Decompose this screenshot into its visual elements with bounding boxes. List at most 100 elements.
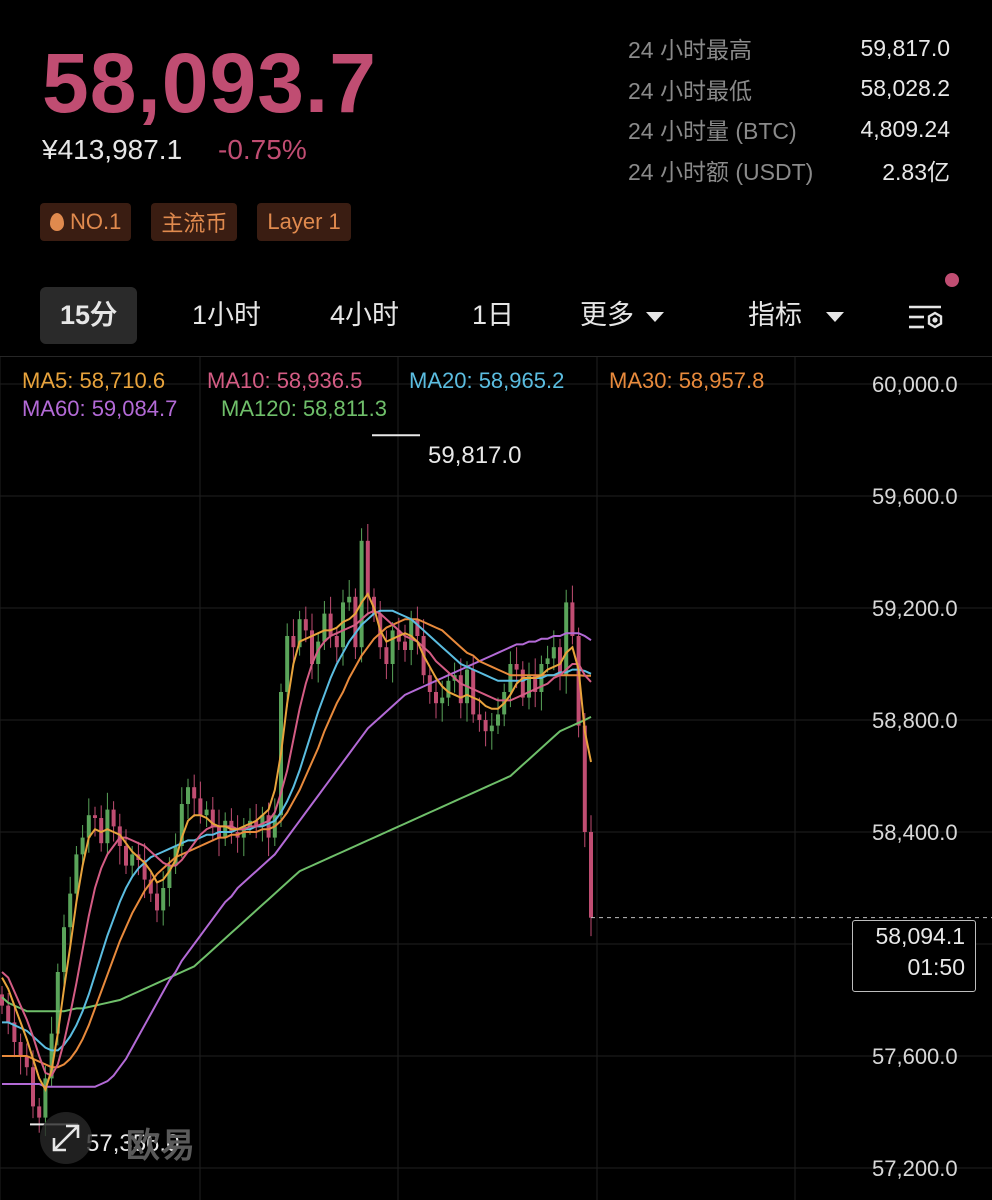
candle-body xyxy=(384,647,389,664)
candle-body xyxy=(12,1022,17,1042)
candle-body xyxy=(310,630,314,664)
candle-body xyxy=(570,602,575,636)
tab-more-label: 更多 xyxy=(580,300,634,330)
candle-body xyxy=(520,669,525,698)
candle-body xyxy=(148,879,153,894)
tab-1d[interactable]: 1日 xyxy=(472,300,515,330)
tag-rank-label: NO.1 xyxy=(70,209,122,234)
candle-body xyxy=(483,720,488,732)
stat-24h-volume: 24 小时量 (BTC) 4,809.24 xyxy=(628,109,950,150)
candle-body xyxy=(37,1106,42,1118)
candle-body xyxy=(130,854,135,866)
candle-body xyxy=(111,809,116,827)
moving-average-line-ma60 xyxy=(2,632,592,1088)
y-tick-label: 58,800.0 xyxy=(872,708,958,733)
candle-body xyxy=(415,619,420,636)
candle-body xyxy=(80,837,85,855)
candle-body xyxy=(291,636,296,648)
tag-layer1-label: Layer 1 xyxy=(267,209,341,234)
stat-label: 24 小时最低 xyxy=(628,77,752,104)
candle-body xyxy=(303,619,308,631)
candle-body xyxy=(124,846,128,866)
candle-body xyxy=(43,1078,48,1118)
legend-ma5: MA5: 58,710.6 xyxy=(22,368,166,393)
candle-body xyxy=(74,854,79,894)
last-price: 58,093.7 xyxy=(42,36,377,130)
candle-body xyxy=(545,658,550,664)
candle-body xyxy=(93,815,97,818)
candle-body xyxy=(254,820,259,827)
candle-body xyxy=(6,1005,11,1023)
tag-mainstream[interactable]: 主流币 xyxy=(151,203,238,241)
moving-average-line-ma5 xyxy=(1,592,592,1093)
chevron-down-icon xyxy=(826,311,844,322)
flame-icon xyxy=(50,213,64,231)
tab-1h[interactable]: 1小时 xyxy=(192,300,262,330)
legend-ma20: MA20: 58,965.2 xyxy=(409,368,565,393)
tab-4h[interactable]: 4小时 xyxy=(330,300,400,330)
tag-mainstream-label: 主流币 xyxy=(161,211,228,236)
legend-ma10: MA10: 58,936.5 xyxy=(207,368,363,393)
candle-body xyxy=(192,787,197,799)
candle-body xyxy=(458,675,463,704)
legend-ma30: MA30: 58,957.8 xyxy=(609,368,765,393)
expand-icon xyxy=(52,1124,80,1152)
candle-body xyxy=(508,664,513,692)
tag-layer1[interactable]: Layer 1 xyxy=(257,203,351,241)
candle-body xyxy=(514,664,519,670)
candle-body xyxy=(186,787,190,804)
notification-dot xyxy=(945,273,959,287)
candle-body xyxy=(18,1042,23,1056)
candle-body xyxy=(341,602,345,648)
candle-body xyxy=(582,725,587,832)
candle-body xyxy=(285,636,290,692)
candle-body xyxy=(297,619,302,648)
candle-body xyxy=(86,815,91,838)
chevron-down-icon xyxy=(646,311,664,322)
tab-indicators[interactable]: 指标 xyxy=(748,287,844,344)
stat-label: 24 小时额 (USDT) xyxy=(628,158,814,185)
candle-body xyxy=(409,619,414,650)
stat-value: 4,809.24 xyxy=(860,115,950,142)
stat-label: 24 小时最高 xyxy=(628,37,752,64)
candle-body xyxy=(527,675,531,698)
y-tick-label: 57,600.0 xyxy=(872,1044,958,1069)
candle-body xyxy=(347,596,352,603)
candle-body xyxy=(223,820,228,838)
y-tick-label: 60,000.0 xyxy=(872,372,958,397)
candle-body xyxy=(353,596,358,648)
tab-indicators-label: 指标 xyxy=(748,300,802,330)
candle-body xyxy=(496,714,500,726)
fullscreen-button[interactable] xyxy=(40,1112,92,1164)
y-tick-label: 58,400.0 xyxy=(872,820,958,845)
moving-average-line-ma20 xyxy=(2,609,592,1052)
candlestick-chart[interactable] xyxy=(0,357,992,1200)
stat-value: 2.83亿 xyxy=(882,158,950,185)
candle-body xyxy=(204,809,209,816)
candle-body xyxy=(328,613,333,636)
candle-body xyxy=(49,1033,54,1079)
y-tick-label: 59,200.0 xyxy=(872,596,958,621)
candle-body xyxy=(31,1067,35,1107)
tag-rank[interactable]: NO.1 xyxy=(40,203,132,241)
candle-body xyxy=(142,860,147,880)
candle-body xyxy=(564,602,569,676)
tab-more[interactable]: 更多 xyxy=(580,287,664,344)
candle-body xyxy=(210,809,215,827)
moving-average-line-ma30 xyxy=(2,618,591,1069)
candle-body xyxy=(167,865,172,888)
current-price-tag: 58,094.1 01:50 xyxy=(852,920,976,992)
candle-countdown: 01:50 xyxy=(907,954,965,980)
tab-15m[interactable]: 15分 xyxy=(40,287,138,344)
price-change-percent: -0.75% xyxy=(218,134,307,165)
candle-body xyxy=(365,540,370,597)
candle-body xyxy=(161,888,166,911)
candle-body xyxy=(105,809,110,844)
candle-body xyxy=(0,994,4,1006)
candle-body xyxy=(198,798,203,816)
current-price: 58,094.1 xyxy=(875,923,965,949)
candle-body xyxy=(260,815,265,827)
candle-body xyxy=(62,927,66,972)
chart-settings-button[interactable] xyxy=(906,297,946,337)
timeframe-tabs: 15分 1小时 4小时 1日 更多 指标 xyxy=(40,287,960,344)
